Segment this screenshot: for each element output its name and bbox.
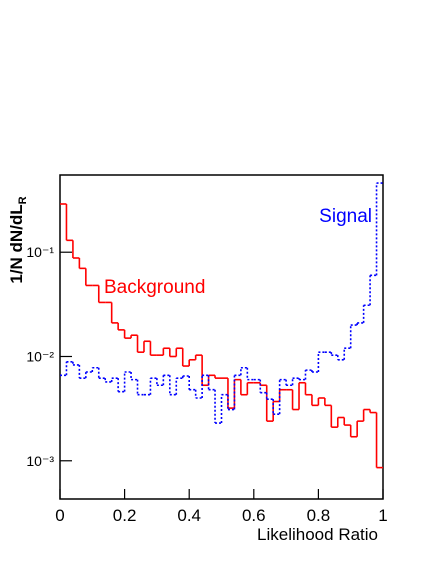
x-tick-label: 1 xyxy=(378,506,387,525)
x-tick-label: 0 xyxy=(55,506,64,525)
x-axis-label: Likelihood Ratio xyxy=(257,525,378,544)
x-tick-label: 0.8 xyxy=(307,506,331,525)
legend-label: Background xyxy=(104,277,205,298)
x-tick-label: 0.2 xyxy=(113,506,137,525)
plot-frame xyxy=(59,174,384,500)
x-tick-label: 0.6 xyxy=(242,506,266,525)
y-axis-label: 1/N dN/dLR xyxy=(7,196,29,283)
legend-label: Signal xyxy=(319,206,372,227)
y-tick-label: 10⁻¹ xyxy=(26,244,54,260)
y-axis-label-sub: R xyxy=(17,196,29,204)
x-tick-label: 0.4 xyxy=(177,506,201,525)
y-tick-label: 10⁻² xyxy=(26,348,54,364)
y-axis-label-main: 1/N dN/dL xyxy=(7,204,26,283)
y-tick-label: 10⁻³ xyxy=(26,453,54,469)
